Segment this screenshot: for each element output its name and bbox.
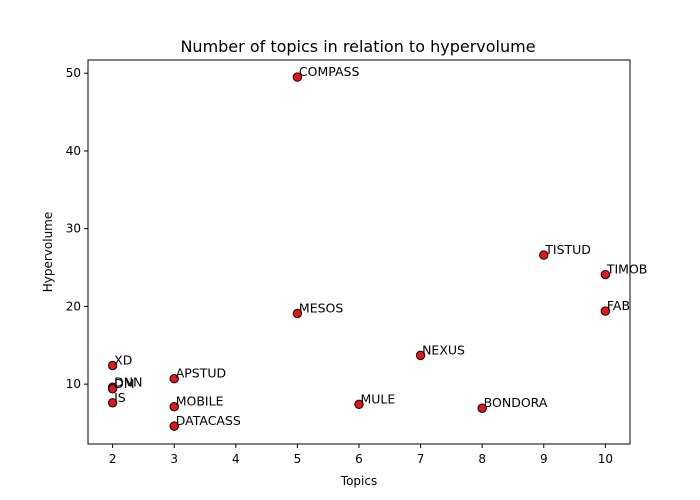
x-tick-label: 9 <box>540 452 548 466</box>
data-point-label: TISTUD <box>544 242 591 257</box>
data-point <box>354 399 364 410</box>
y-axis: 10 20 30 40 50 <box>66 66 88 391</box>
data-point <box>477 403 487 413</box>
x-axis: 2 3 4 5 6 7 8 9 10 <box>109 444 613 466</box>
x-tick-label: 4 <box>232 452 240 466</box>
x-tick-label: 2 <box>109 452 117 466</box>
data-point-label: BONDORA <box>484 395 548 410</box>
data-points <box>107 72 611 431</box>
chart-title: Number of topics in relation to hypervol… <box>180 37 535 56</box>
data-point-label: NEXUS <box>422 342 465 357</box>
x-tick-label: 6 <box>355 452 363 466</box>
data-point <box>107 398 118 408</box>
data-point-label: APSTUD <box>176 366 226 381</box>
data-point-label: MESOS <box>299 300 343 315</box>
data-point <box>107 384 118 394</box>
x-tick-label: 3 <box>170 452 178 466</box>
data-point-label: MOBILE <box>176 394 224 409</box>
x-axis-label: Topics <box>340 474 377 488</box>
data-point-label: FAB <box>607 298 630 313</box>
point-labels: COMPASS TISTUD TIMOB FAB MESOS NEXUS XD APSTUD D… <box>114 64 647 428</box>
x-tick-label: 7 <box>417 452 425 466</box>
data-point <box>600 269 611 280</box>
data-point-label: XD <box>114 352 132 367</box>
data-point-label: TIMOB <box>606 262 648 277</box>
data-point <box>415 350 426 361</box>
data-point <box>169 421 179 431</box>
y-tick-label: 10 <box>66 377 81 391</box>
data-point <box>107 360 118 371</box>
data-point <box>292 72 303 82</box>
data-point-label: MULE <box>361 391 396 406</box>
data-point <box>539 250 549 260</box>
data-point-label: DNN <box>114 374 142 389</box>
x-tick-label: 5 <box>294 452 302 466</box>
data-point <box>169 374 179 384</box>
y-tick-label: 20 <box>66 299 81 313</box>
x-tick-label: 8 <box>478 452 486 466</box>
data-point-label: IS <box>114 390 126 405</box>
y-tick-label: 30 <box>66 222 81 236</box>
x-tick-label: 10 <box>598 452 613 466</box>
y-axis-label: Hypervolume <box>41 212 55 293</box>
data-point-label: DATACASS <box>176 413 241 428</box>
data-point-label: COMPASS <box>299 64 360 79</box>
data-point <box>292 308 303 319</box>
y-tick-label: 50 <box>66 66 81 80</box>
y-tick-label: 40 <box>66 144 81 158</box>
data-point <box>169 401 179 412</box>
data-point <box>600 306 611 316</box>
data-point-label: DM <box>114 376 134 391</box>
